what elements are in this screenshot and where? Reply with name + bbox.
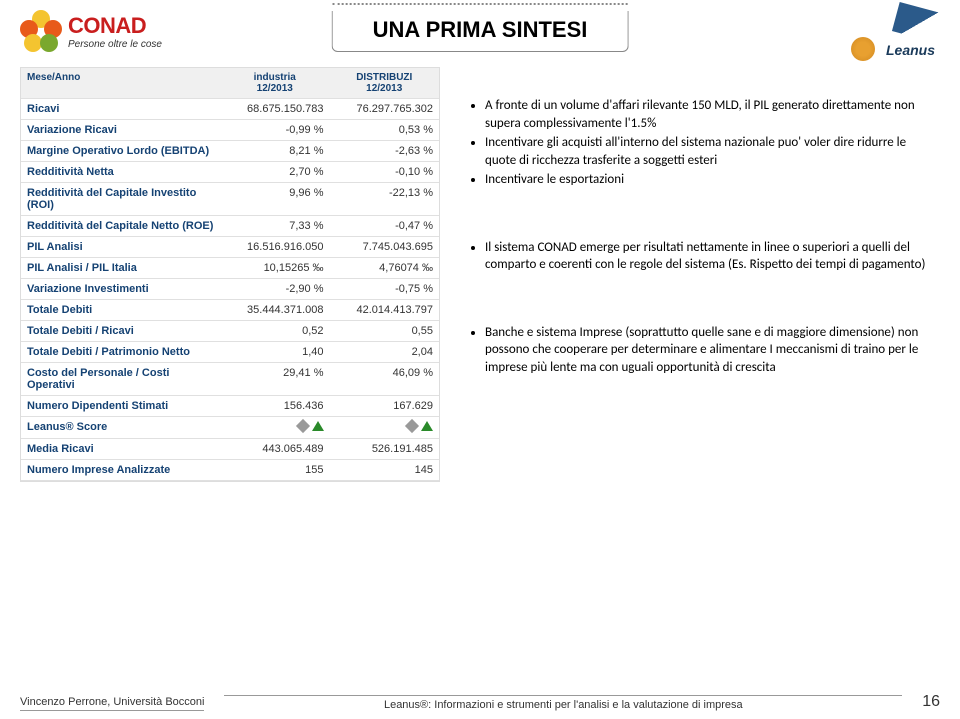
row-c2: -22,13 % xyxy=(330,183,439,215)
row-label: Totale Debiti / Ricavi xyxy=(21,321,220,341)
row-c1: 7,33 % xyxy=(220,216,329,236)
row-c1: -0,99 % xyxy=(220,120,329,140)
footer-center: Leanus®: Informazioni e strumenti per l'… xyxy=(224,695,902,711)
conad-logo: CONAD Persone oltre le cose xyxy=(20,10,162,52)
content: Mese/Anno industria12/2013 DISTRIBUZI12/… xyxy=(0,57,960,492)
row-label: Totale Debiti xyxy=(21,300,220,320)
row-c1: 156.436 xyxy=(220,396,329,416)
col-1: industria12/2013 xyxy=(220,68,329,98)
row-label: Leanus® Score xyxy=(21,417,220,438)
page-number: 16 xyxy=(922,693,940,711)
table-row: Ricavi68.675.150.78376.297.765.302 xyxy=(21,99,439,120)
table-row: Numero Imprese Analizzate155145 xyxy=(21,460,439,481)
row-label: Variazione Ricavi xyxy=(21,120,220,140)
footer: Vincenzo Perrone, Università Bocconi Lea… xyxy=(0,687,960,719)
row-label: Ricavi xyxy=(21,99,220,119)
leanus-icon xyxy=(851,37,875,61)
row-label: Numero Imprese Analizzate xyxy=(21,460,220,480)
row-label: Media Ricavi xyxy=(21,439,220,459)
row-c1: 443.065.489 xyxy=(220,439,329,459)
row-label: Costo del Personale / Costi Operativi xyxy=(21,363,220,395)
row-label: Totale Debiti / Patrimonio Netto xyxy=(21,342,220,362)
page-title: UNA PRIMA SINTESI xyxy=(373,17,588,43)
row-c1: 35.444.371.008 xyxy=(220,300,329,320)
header: CONAD Persone oltre le cose UNA PRIMA SI… xyxy=(0,0,960,57)
row-c1: 1,40 xyxy=(220,342,329,362)
row-label: Margine Operativo Lordo (EBITDA) xyxy=(21,141,220,161)
row-c1: 68.675.150.783 xyxy=(220,99,329,119)
row-c2: 0,53 % xyxy=(330,120,439,140)
table-row: Redditività del Capitale Netto (ROE)7,33… xyxy=(21,216,439,237)
table-row: Totale Debiti / Patrimonio Netto1,402,04 xyxy=(21,342,439,363)
table-row: PIL Analisi / PIL Italia10,15265 ‰4,7607… xyxy=(21,258,439,279)
table-row: Costo del Personale / Costi Operativi29,… xyxy=(21,363,439,396)
col-label: Mese/Anno xyxy=(21,68,220,98)
bullet-item: Incentivare le esportazioni xyxy=(485,171,940,189)
bullet-item: Banche e sistema Imprese (soprattutto qu… xyxy=(485,324,940,377)
row-label: PIL Analisi / PIL Italia xyxy=(21,258,220,278)
row-label: Redditività Netta xyxy=(21,162,220,182)
table-row: Variazione Ricavi-0,99 %0,53 % xyxy=(21,120,439,141)
table-row: Totale Debiti / Ricavi0,520,55 xyxy=(21,321,439,342)
data-table: Mese/Anno industria12/2013 DISTRIBUZI12/… xyxy=(20,67,440,482)
row-c1: 29,41 % xyxy=(220,363,329,395)
row-c2: 46,09 % xyxy=(330,363,439,395)
table-row: Totale Debiti35.444.371.00842.014.413.79… xyxy=(21,300,439,321)
row-label: Variazione Investimenti xyxy=(21,279,220,299)
table-row: Media Ricavi443.065.489526.191.485 xyxy=(21,439,439,460)
table-row: Redditività Netta2,70 %-0,10 % xyxy=(21,162,439,183)
table-header: Mese/Anno industria12/2013 DISTRIBUZI12/… xyxy=(21,68,439,99)
row-c1: 155 xyxy=(220,460,329,480)
row-c1: 8,21 % xyxy=(220,141,329,161)
row-c2: 526.191.485 xyxy=(330,439,439,459)
row-c2: -2,63 % xyxy=(330,141,439,161)
leanus-text: Leanus xyxy=(886,42,935,58)
row-c1: 9,96 % xyxy=(220,183,329,215)
row-label: PIL Analisi xyxy=(21,237,220,257)
row-c2: 2,04 xyxy=(330,342,439,362)
leanus-logo: Leanus xyxy=(845,8,945,63)
footer-author: Vincenzo Perrone, Università Bocconi xyxy=(20,696,204,711)
table-row: Redditività del Capitale Investito (ROI)… xyxy=(21,183,439,216)
row-c2: -0,47 % xyxy=(330,216,439,236)
row-c2: 167.629 xyxy=(330,396,439,416)
row-label: Numero Dipendenti Stimati xyxy=(21,396,220,416)
row-c1: -2,90 % xyxy=(220,279,329,299)
bullet-group-3: Banche e sistema Imprese (soprattutto qu… xyxy=(460,324,940,377)
bullets-panel: A fronte di un volume d'affari rilevante… xyxy=(460,67,940,482)
row-c2: -0,10 % xyxy=(330,162,439,182)
row-c1: 0,52 xyxy=(220,321,329,341)
bullet-item: A fronte di un volume d'affari rilevante… xyxy=(485,97,940,132)
row-c2: 4,76074 ‰ xyxy=(330,258,439,278)
row-c2: 42.014.413.797 xyxy=(330,300,439,320)
bullet-group-1: A fronte di un volume d'affari rilevante… xyxy=(460,97,940,189)
brand-name: CONAD xyxy=(68,13,162,39)
table-row: Margine Operativo Lordo (EBITDA)8,21 %-2… xyxy=(21,141,439,162)
col-2: DISTRIBUZI12/2013 xyxy=(330,68,439,98)
row-label: Redditività del Capitale Netto (ROE) xyxy=(21,216,220,236)
row-c1: 2,70 % xyxy=(220,162,329,182)
bullet-group-2: Il sistema CONAD emerge per risultati ne… xyxy=(460,239,940,274)
row-label: Redditività del Capitale Investito (ROI) xyxy=(21,183,220,215)
row-c1 xyxy=(220,417,329,438)
row-c2 xyxy=(330,417,439,438)
row-c2: 76.297.765.302 xyxy=(330,99,439,119)
table-row: Numero Dipendenti Stimati156.436167.629 xyxy=(21,396,439,417)
row-c2: 145 xyxy=(330,460,439,480)
row-c2: 7.745.043.695 xyxy=(330,237,439,257)
row-c2: 0,55 xyxy=(330,321,439,341)
bullet-item: Il sistema CONAD emerge per risultati ne… xyxy=(485,239,940,274)
row-c1: 10,15265 ‰ xyxy=(220,258,329,278)
brand-tagline: Persone oltre le cose xyxy=(68,39,162,50)
row-c2: -0,75 % xyxy=(330,279,439,299)
row-c1: 16.516.916.050 xyxy=(220,237,329,257)
table-row: Variazione Investimenti-2,90 %-0,75 % xyxy=(21,279,439,300)
table-row: Leanus® Score xyxy=(21,417,439,439)
table-row: PIL Analisi16.516.916.0507.745.043.695 xyxy=(21,237,439,258)
title-box: UNA PRIMA SINTESI xyxy=(332,11,629,52)
flower-icon xyxy=(20,10,62,52)
bullet-item: Incentivare gli acquisti all'interno del… xyxy=(485,134,940,169)
